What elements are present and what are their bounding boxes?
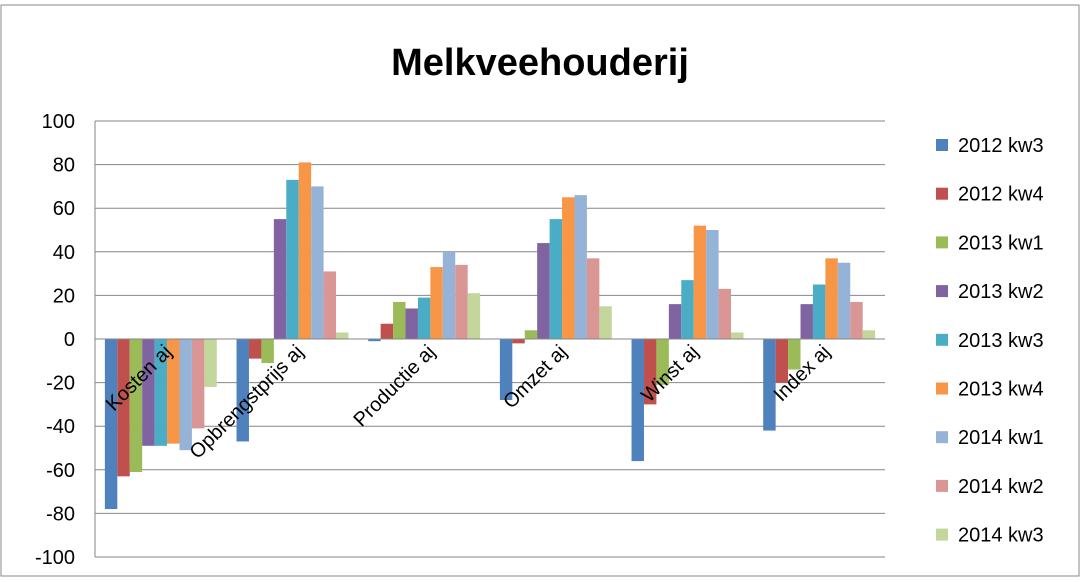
y-tick-label: -40: [46, 416, 75, 438]
y-tick-label: 40: [53, 242, 75, 264]
y-tick-label: -60: [46, 460, 75, 482]
bar: [273, 219, 287, 339]
bar: [154, 339, 168, 446]
legend-label: 2012 kw4: [958, 184, 1044, 206]
bar: [706, 230, 719, 339]
bar: [549, 219, 563, 339]
bar: [368, 339, 381, 342]
bar: [718, 288, 732, 339]
bar: [167, 339, 180, 444]
y-tick-label: -100: [35, 547, 75, 569]
bar: [442, 251, 456, 339]
bar: [142, 339, 155, 446]
bar: [775, 339, 789, 383]
bar: [286, 179, 299, 339]
legend-swatch: [936, 431, 948, 444]
legend-swatch: [936, 236, 948, 249]
y-tick-label: 20: [53, 285, 75, 307]
bar: [837, 262, 851, 339]
bar: [512, 339, 525, 344]
bar: [599, 306, 612, 339]
legend-label: 2014 kw3: [958, 525, 1044, 547]
bar: [681, 280, 694, 339]
bar: [323, 271, 337, 339]
bar: [104, 339, 118, 510]
bar: [430, 267, 443, 339]
legend-swatch: [936, 187, 948, 200]
bar: [656, 339, 669, 385]
bar: [668, 304, 682, 339]
bar: [524, 330, 538, 339]
bar: [850, 301, 863, 339]
bar: [693, 225, 707, 339]
legend-swatch: [936, 139, 948, 151]
bar: [204, 339, 217, 387]
y-tick-label: 0: [64, 329, 75, 351]
legend-swatch: [936, 333, 948, 346]
bar: [117, 339, 130, 477]
legend-label: 2014 kw2: [958, 476, 1044, 498]
bar: [455, 264, 468, 339]
bar: [499, 339, 513, 401]
bar: [537, 243, 550, 339]
legend-swatch: [936, 528, 948, 541]
bar: [298, 162, 312, 339]
y-tick-label: 60: [53, 198, 75, 220]
bar: [862, 330, 876, 339]
bar: [788, 339, 801, 370]
bar: [393, 301, 406, 339]
legend-label: 2012 kw3: [958, 135, 1044, 157]
legend-label: 2013 kw4: [958, 379, 1044, 401]
bar: [825, 258, 838, 339]
bar: [562, 197, 575, 339]
bar: [405, 308, 418, 339]
y-tick-label: 80: [53, 155, 75, 177]
y-tick-label: -20: [46, 373, 75, 395]
bar: [467, 293, 481, 339]
bar: [261, 339, 274, 363]
bar: [586, 258, 600, 339]
bar: [812, 284, 826, 339]
bar: [248, 339, 262, 359]
bar: [336, 332, 349, 339]
bar: [574, 195, 587, 339]
bar: [311, 186, 324, 339]
legend-label: 2013 kw2: [958, 281, 1044, 303]
bar: [731, 332, 744, 339]
bar: [129, 339, 143, 472]
legend-label: 2014 kw1: [958, 427, 1044, 449]
legend-swatch: [936, 382, 948, 395]
y-tick-label: -80: [46, 503, 75, 525]
legend-swatch: [936, 285, 948, 298]
legend-label: 2013 kw1: [958, 232, 1044, 254]
bar: [643, 339, 657, 405]
bar: [763, 339, 776, 431]
bar: [631, 339, 644, 462]
bar: [417, 297, 431, 339]
legend-swatch: [936, 479, 948, 492]
legend-label: 2013 kw3: [958, 330, 1044, 352]
bar: [179, 339, 192, 451]
y-tick-label: 100: [42, 111, 75, 133]
chart-title: Melkveehouderij: [391, 42, 689, 84]
bar: [800, 304, 813, 339]
bar: [191, 339, 205, 429]
bar: [236, 339, 249, 442]
bar: [380, 323, 394, 339]
